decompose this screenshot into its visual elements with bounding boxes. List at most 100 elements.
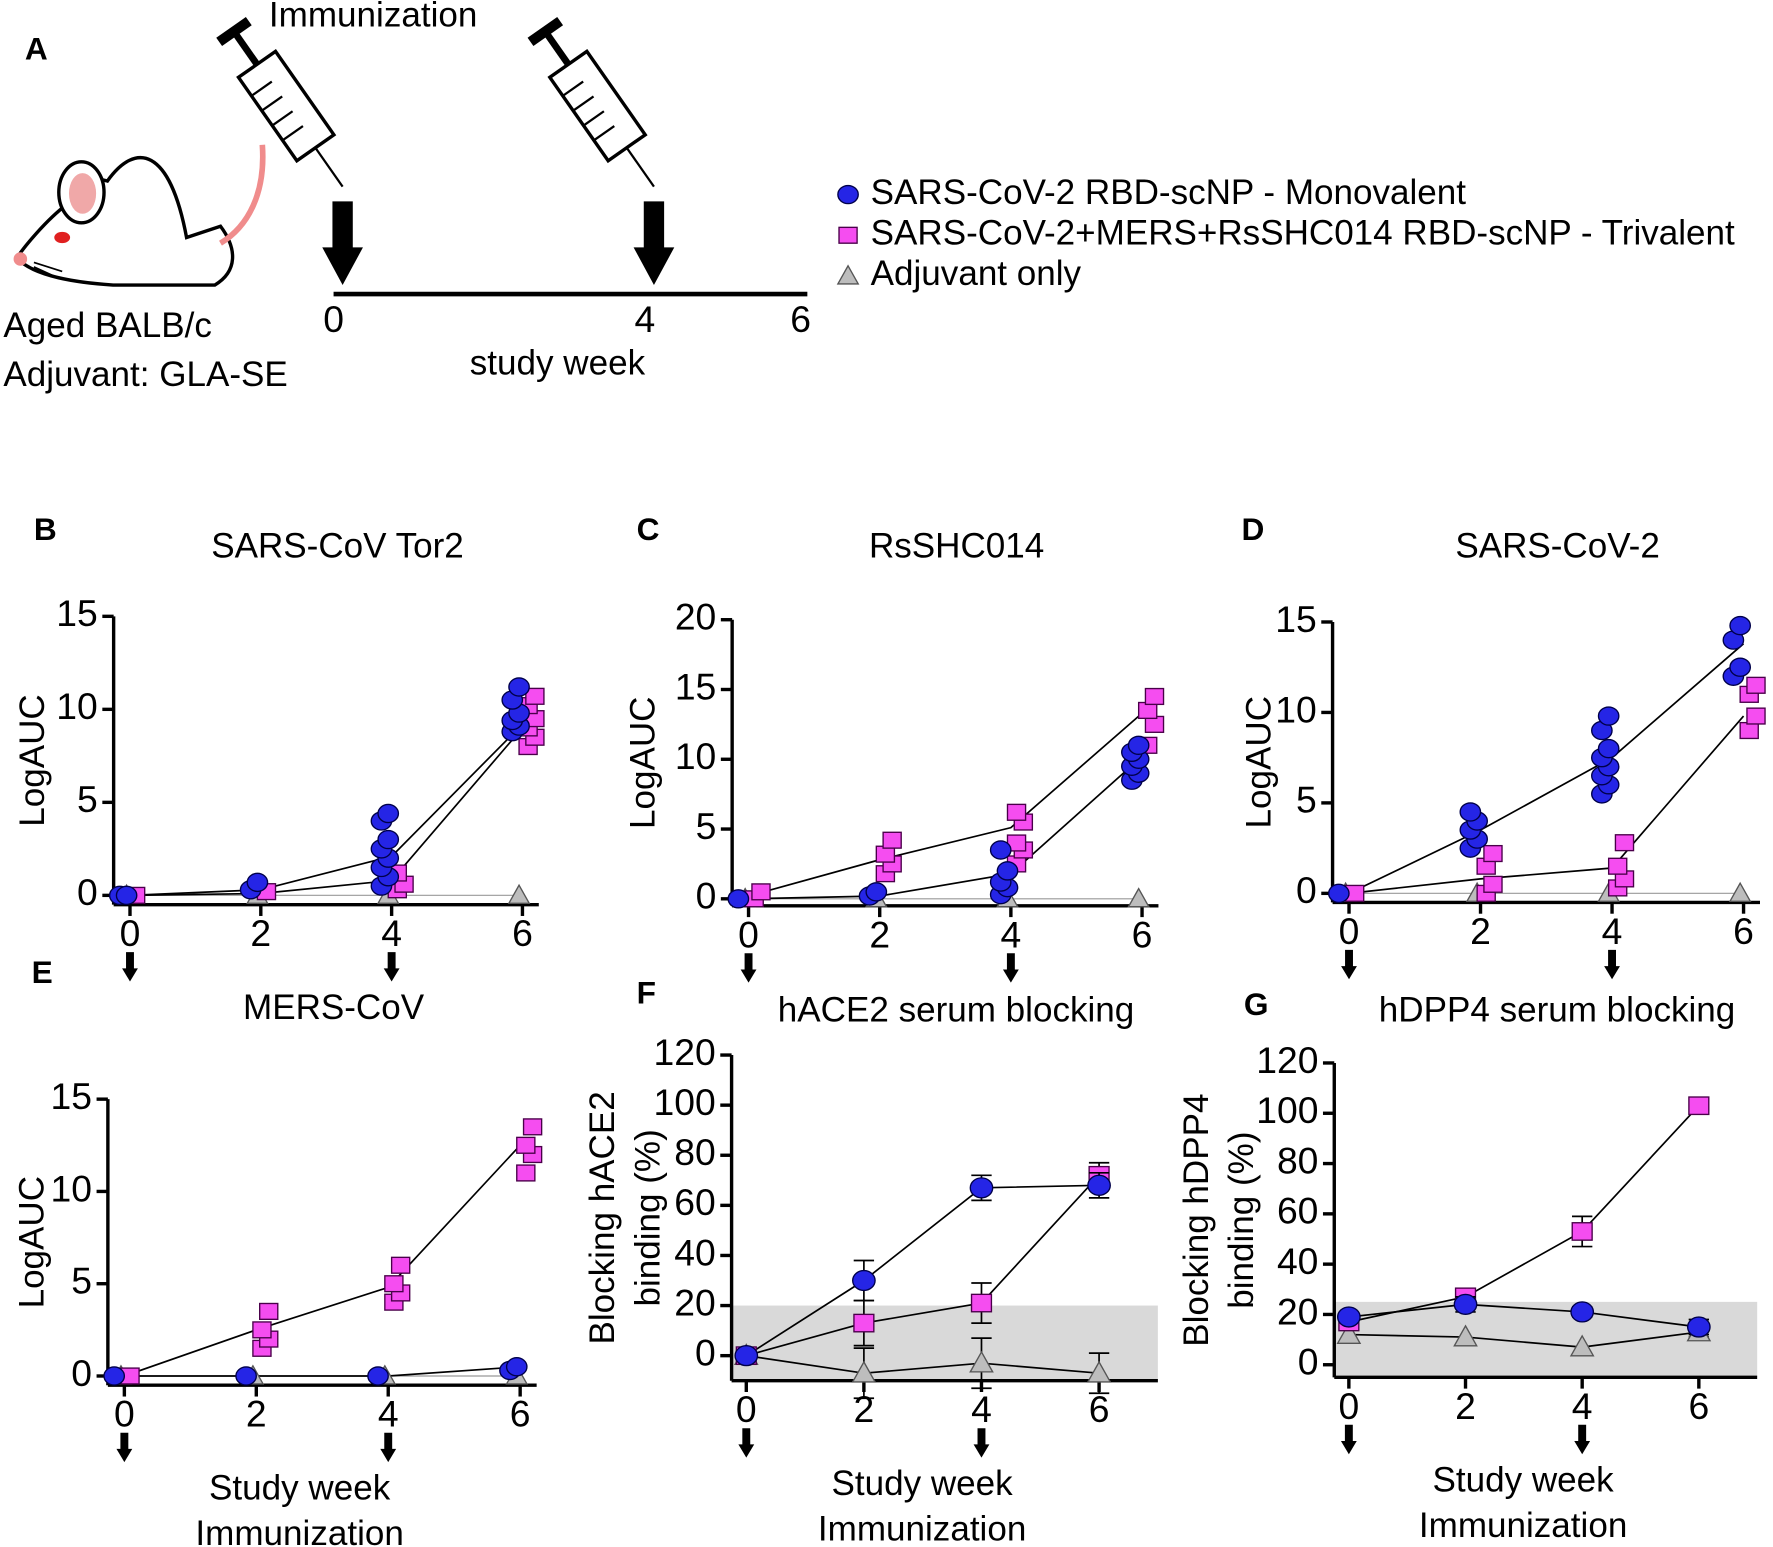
series-line — [1348, 1331, 1699, 1348]
y-tick-label: 0 — [77, 871, 98, 913]
data-point — [996, 861, 1019, 881]
x-tick-label: 6 — [512, 912, 533, 954]
mouse-eye — [54, 231, 71, 244]
chart-title: hACE2 serum blocking — [778, 990, 1134, 1029]
immunization-arrow — [116, 1432, 133, 1463]
y-tick-label: 5 — [1296, 779, 1317, 821]
panel-label: D — [1242, 511, 1265, 547]
panel-label: F — [637, 974, 656, 1010]
y-tick-label: 15 — [56, 592, 98, 634]
timeline-label: study week — [470, 344, 646, 383]
x-tick-label: 4 — [971, 1388, 992, 1430]
y-tick-label: 40 — [674, 1231, 716, 1273]
data-point — [989, 840, 1012, 860]
y-tick-label: 10 — [56, 685, 98, 727]
data-point — [969, 1177, 994, 1199]
y-tick-label: 100 — [1256, 1089, 1318, 1131]
x-tick-label: 2 — [1455, 1385, 1476, 1427]
y-axis-label: LogAUC — [13, 1176, 52, 1308]
data-point — [516, 1136, 536, 1154]
mouse-body — [14, 156, 235, 287]
data-point — [1728, 881, 1752, 902]
data-point — [390, 1256, 411, 1274]
chart-title: MERS-CoV — [243, 988, 425, 1027]
legend-marker — [836, 264, 860, 285]
chart-title: hDPP4 serum blocking — [1379, 990, 1735, 1029]
y-tick-label: 5 — [71, 1260, 92, 1302]
data-point — [525, 687, 545, 705]
immunization-arrow — [1002, 953, 1019, 983]
mouse-label: Aged BALB/c — [3, 306, 211, 345]
graduation — [572, 95, 595, 112]
series-line — [745, 1184, 1100, 1357]
data-point — [1336, 1306, 1361, 1328]
data-point — [384, 1275, 404, 1293]
legend-marker — [838, 226, 858, 244]
data-point — [377, 829, 400, 850]
series-line — [746, 1354, 1100, 1375]
panel-label: G — [1244, 986, 1269, 1022]
plunger-handle — [527, 16, 564, 47]
data-point — [970, 1293, 993, 1313]
immunization-arrow — [1574, 1424, 1591, 1455]
y-axis-label: binding (%) — [1222, 1132, 1261, 1309]
data-point — [508, 677, 530, 697]
x-tick-label: 6 — [1688, 1385, 1709, 1427]
y-tick-label: 15 — [51, 1075, 93, 1117]
immunization-arrow — [383, 952, 400, 982]
x-tick-label: 6 — [510, 1393, 531, 1435]
data-point — [852, 1269, 876, 1292]
panel-label: B — [34, 511, 57, 547]
data-point — [1127, 735, 1150, 756]
data-point — [751, 883, 771, 901]
y-tick-label: 80 — [674, 1131, 716, 1173]
data-point — [1453, 1293, 1478, 1316]
y-tick-label: 120 — [654, 1031, 716, 1073]
data-point — [505, 1357, 528, 1377]
data-point — [1729, 615, 1752, 636]
y-tick-label: 5 — [696, 805, 717, 847]
data-point — [1570, 1301, 1595, 1323]
y-tick-label: 120 — [1256, 1039, 1318, 1081]
series-line — [129, 727, 524, 897]
x-axis-note: Immunization — [1419, 1506, 1627, 1545]
x-tick-label: 6 — [1132, 913, 1153, 955]
series-line — [1348, 1105, 1700, 1323]
graduation — [250, 80, 273, 97]
series-line — [124, 1144, 521, 1377]
data-point — [1729, 657, 1752, 677]
legend-label: SARS-CoV-2+MERS+RsSHC014 RBD-scNP - Triv… — [871, 214, 1735, 253]
x-tick-label: 0 — [1338, 1385, 1359, 1427]
x-tick-label: 0 — [1339, 910, 1360, 952]
data-point — [252, 1321, 272, 1339]
data-point — [115, 885, 138, 906]
graduation — [593, 125, 615, 142]
y-tick-label: 10 — [675, 735, 717, 777]
immunization-arrow — [738, 1428, 755, 1458]
data-point — [367, 1366, 389, 1386]
data-point — [882, 831, 902, 849]
series-line — [746, 1174, 1100, 1357]
data-point — [1688, 1096, 1710, 1116]
y-tick-label: 40 — [1277, 1240, 1319, 1282]
graduation — [281, 125, 304, 142]
immunization-label: Immunization — [269, 0, 477, 34]
x-tick-label: 2 — [1470, 910, 1491, 952]
immunization-arrow — [322, 201, 363, 286]
plunger-handle — [216, 16, 252, 47]
y-tick-label: 5 — [77, 778, 98, 820]
x-tick-label: 0 — [114, 1393, 135, 1435]
data-point — [1327, 883, 1350, 904]
x-axis-label: Study week — [209, 1469, 391, 1508]
immunization-arrow — [1341, 949, 1357, 980]
y-tick-label: 0 — [1296, 869, 1317, 911]
mouse-tail — [218, 144, 266, 246]
x-tick-label: 4 — [1602, 910, 1623, 952]
plunger — [544, 31, 572, 67]
series-line — [748, 755, 1143, 900]
data-point — [103, 1366, 126, 1386]
panel-label: A — [25, 30, 48, 66]
threshold-region — [731, 1305, 1158, 1381]
immunization-arrow — [973, 1428, 990, 1458]
